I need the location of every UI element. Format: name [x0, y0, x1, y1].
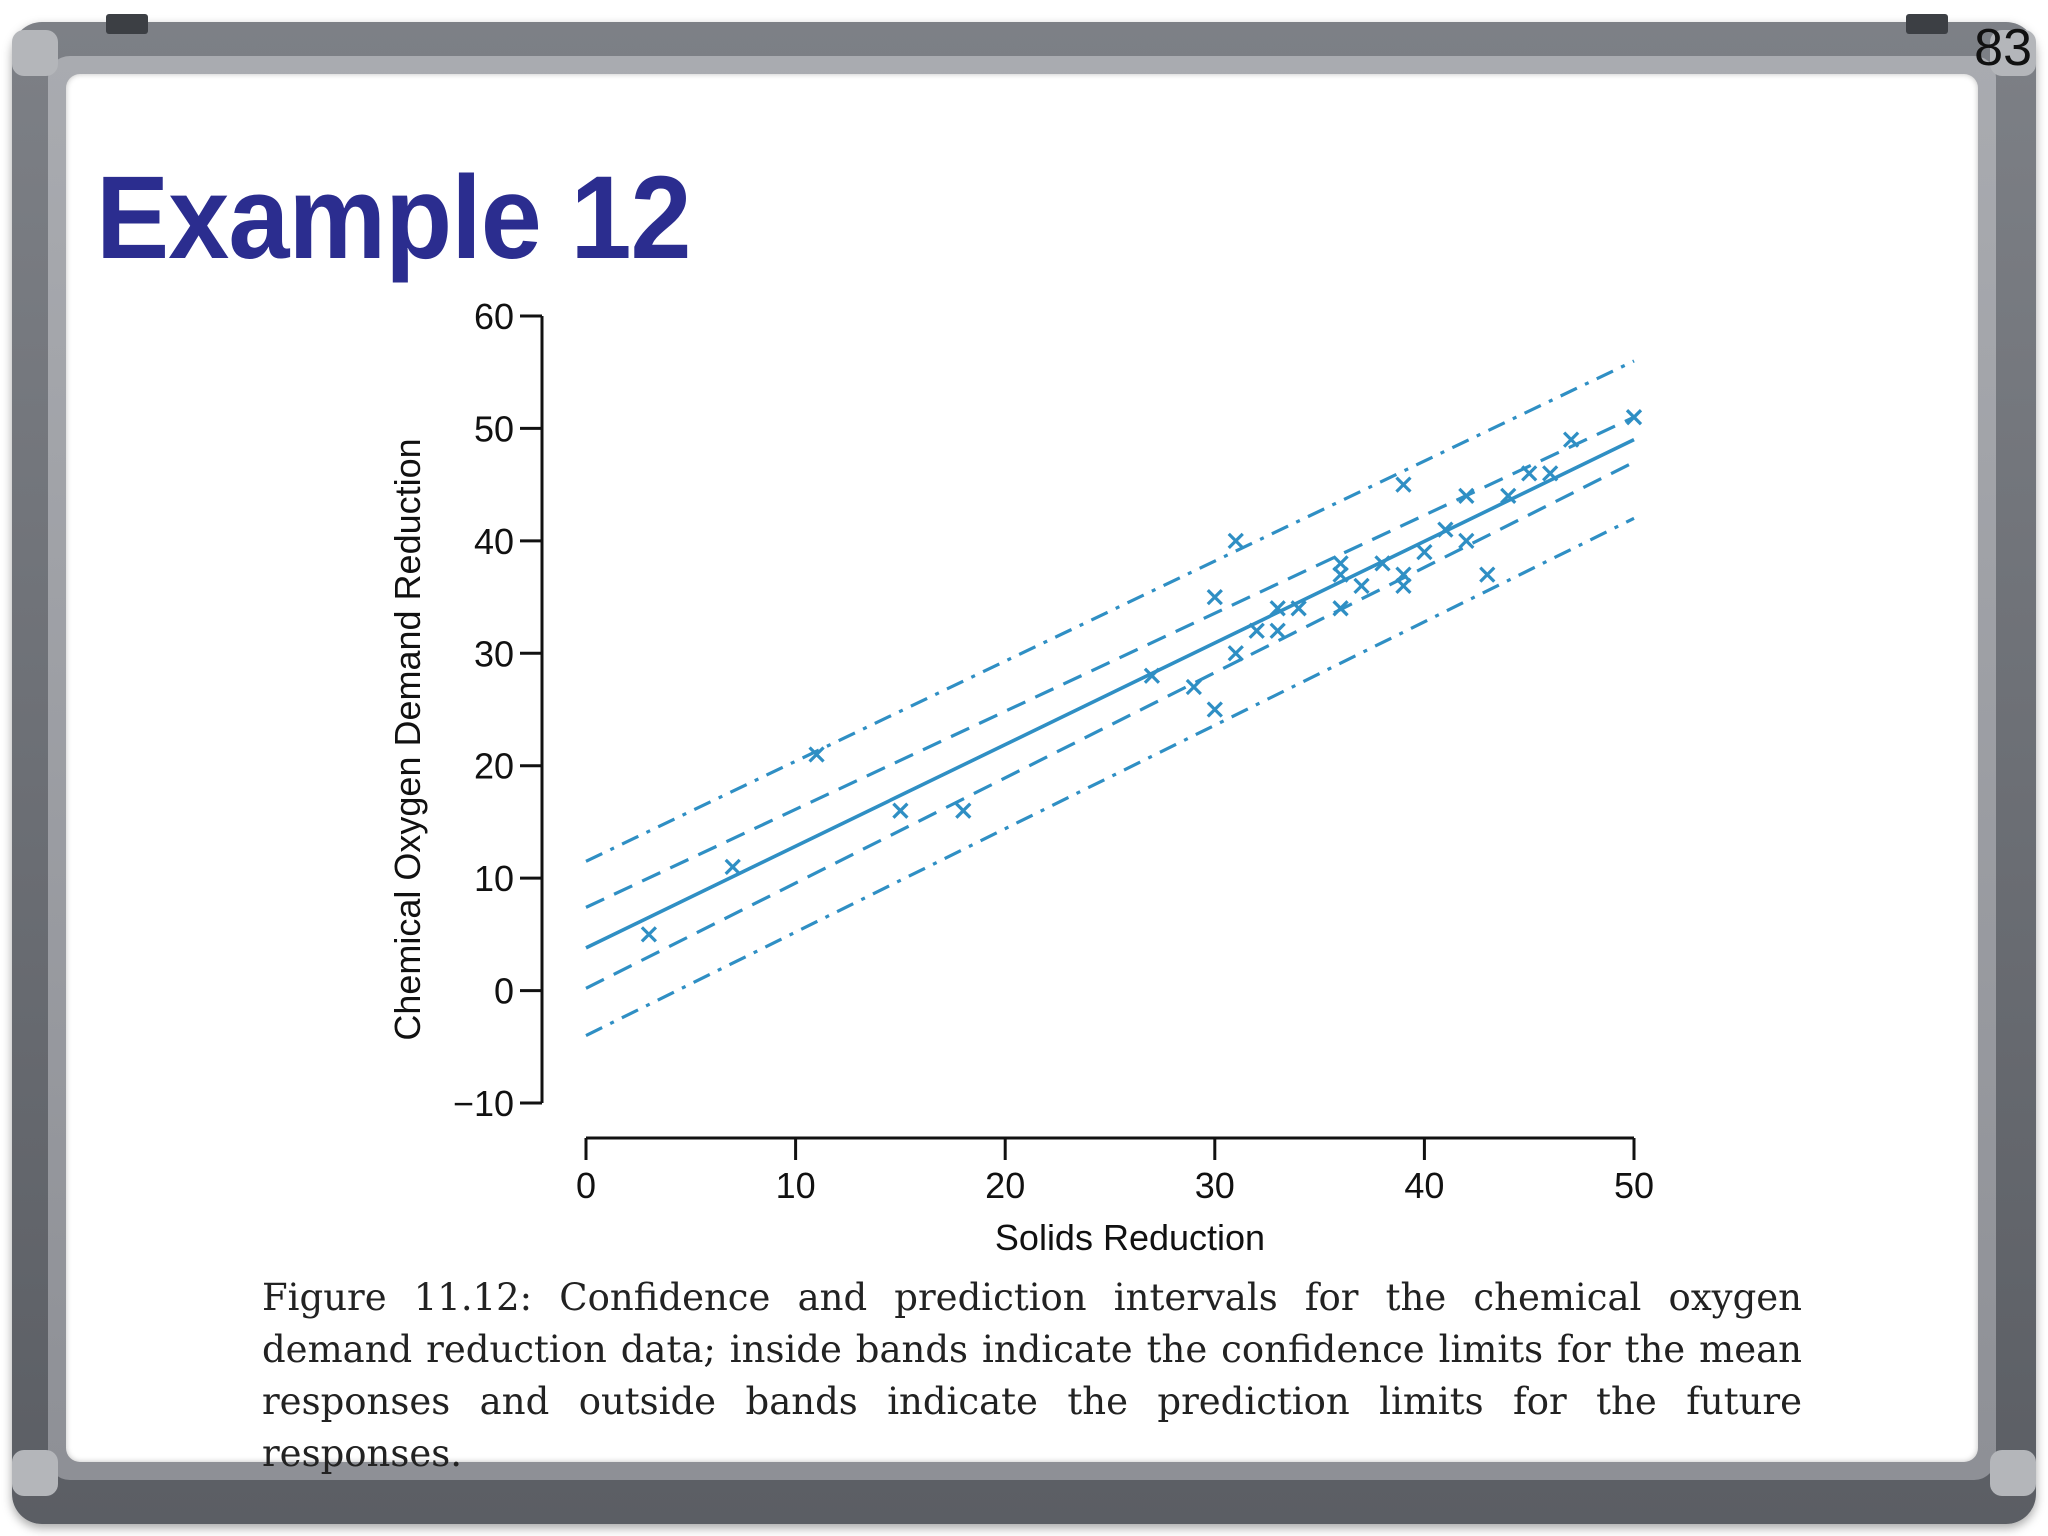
data-point: [1458, 487, 1475, 505]
y-tick-label: 30: [474, 633, 514, 674]
data-point: [1227, 532, 1244, 549]
y-tick-label: 0: [494, 971, 514, 1012]
data-point: [1395, 566, 1412, 583]
data-point: [1521, 465, 1538, 482]
data-point: [1395, 476, 1412, 493]
y-tick-label: 60: [474, 296, 514, 337]
data-point: [1332, 555, 1349, 572]
data-point: [1248, 622, 1265, 639]
frame-corner-top-right: [1990, 30, 2036, 76]
data-point: [1269, 622, 1286, 639]
x-tick-label: 10: [776, 1165, 816, 1206]
whiteboard-surface: [66, 74, 1978, 1462]
frame-corner-top-left: [12, 30, 58, 76]
data-point: [1625, 409, 1643, 426]
data-point: [1206, 588, 1223, 606]
confidence-upper-line: [585, 415, 1635, 909]
data-point: [1562, 431, 1580, 448]
data-point: [1542, 465, 1559, 482]
data-point: [1332, 600, 1349, 617]
data-point: [1437, 521, 1454, 538]
data-point: [640, 926, 658, 943]
data-point: [724, 858, 741, 876]
page-number: 83: [1974, 19, 2032, 77]
x-tick-label: 50: [1614, 1165, 1654, 1206]
x-tick-label: 0: [576, 1165, 596, 1206]
frame-corner-bottom-right: [1990, 1450, 2036, 1496]
data-point: [1290, 600, 1307, 617]
y-axis-label: Chemical Oxygen Demand Reduction: [387, 438, 428, 1040]
x-axis-label: Solids Reduction: [995, 1217, 1265, 1258]
y-tick-label: 40: [474, 521, 514, 562]
regression-fit-line: [585, 438, 1635, 950]
y-tick-label: 20: [474, 746, 514, 787]
frame-clip-left: [106, 14, 148, 34]
data-point: [1374, 555, 1391, 572]
regression-chart: −10 0 10 20 30 40 50 60 0 10 20 30 40 50 Solids Reduct…: [387, 296, 1654, 1258]
data-point: [1458, 532, 1475, 549]
data-point: [808, 746, 825, 763]
data-point: [892, 802, 909, 819]
data-point: [1143, 667, 1161, 684]
x-tick-label: 20: [985, 1165, 1025, 1206]
confidence-lower-line: [585, 460, 1635, 990]
prediction-upper-line: [585, 359, 1635, 863]
x-tick-label: 40: [1404, 1165, 1444, 1206]
data-point: [1416, 543, 1433, 561]
slide-title: Example 12: [96, 152, 692, 284]
data-point: [1227, 645, 1244, 662]
data-point: [1479, 566, 1496, 583]
y-tick-label: −10: [453, 1083, 514, 1124]
figure-caption: Figure 11.12: Confidence and prediction …: [262, 1276, 1802, 1475]
frame-corner-bottom-left: [12, 1450, 58, 1496]
prediction-lower-line: [585, 516, 1635, 1037]
y-tick-label: 10: [474, 858, 514, 899]
data-point: [1353, 577, 1370, 594]
y-tick-label: 50: [474, 408, 514, 449]
data-point: [1269, 600, 1286, 617]
data-point: [1500, 487, 1517, 505]
data-point: [1185, 678, 1202, 696]
data-point: [1206, 701, 1223, 718]
frame-clip-right: [1906, 14, 1948, 34]
x-tick-label: 30: [1195, 1165, 1235, 1206]
data-point: [955, 802, 972, 819]
